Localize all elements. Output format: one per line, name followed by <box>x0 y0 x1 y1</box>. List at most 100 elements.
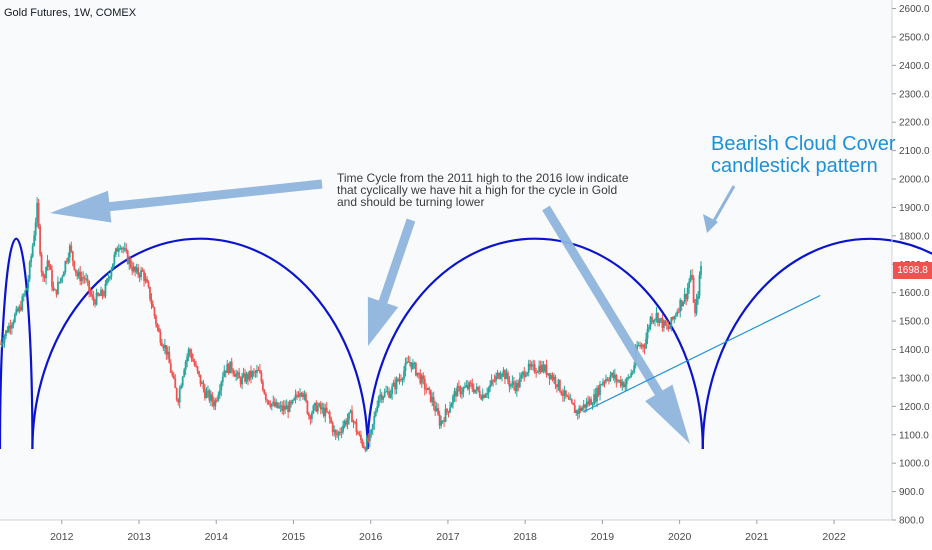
candle-body <box>336 434 339 436</box>
candle-body <box>530 364 533 367</box>
candle-body <box>48 260 50 266</box>
candle-body <box>567 396 570 400</box>
candle-body <box>612 372 615 379</box>
arrow-to-2020-cycle <box>542 205 690 444</box>
candle-body <box>235 374 238 377</box>
candle-body <box>515 382 518 392</box>
candle-body <box>125 248 128 251</box>
candle-body <box>524 374 527 377</box>
candle-body <box>308 413 310 417</box>
bearish-cloud-annotation: Bearish Cloud Cover candlestick pattern <box>711 133 896 177</box>
candle-body <box>51 269 53 288</box>
candle-body <box>10 324 13 329</box>
candle-body <box>174 378 177 389</box>
candle-body <box>187 349 190 357</box>
candle-body <box>64 261 67 273</box>
candle-body <box>490 380 493 385</box>
candle-body <box>357 432 359 435</box>
candle-body <box>80 277 83 282</box>
candle-body <box>137 267 140 275</box>
candle-body <box>324 407 327 417</box>
candle-body <box>198 371 200 375</box>
candle-body <box>501 373 503 377</box>
candle-body <box>158 327 160 332</box>
candle-body <box>606 379 609 381</box>
candle-body <box>695 299 698 314</box>
candle-body <box>380 394 383 400</box>
candle-body <box>107 278 110 280</box>
candle-body <box>62 272 65 277</box>
candle-body <box>59 278 62 282</box>
candle-body <box>16 308 19 312</box>
candle-body <box>480 396 483 400</box>
candle-body <box>400 378 402 381</box>
candle-body <box>564 390 567 396</box>
candle-body <box>428 387 431 390</box>
candle-body <box>77 271 80 277</box>
candle-body <box>368 433 371 442</box>
last-price-label: 1698.8 <box>893 262 932 279</box>
candle-body <box>662 320 665 328</box>
candle-body <box>642 344 644 347</box>
candle-body <box>456 386 459 397</box>
candle-body <box>354 421 356 423</box>
candle-body <box>342 425 344 432</box>
candle-body <box>256 370 258 373</box>
candle-body <box>615 374 618 382</box>
candle-body <box>694 302 696 314</box>
candle-body <box>391 386 393 395</box>
candle-body <box>680 299 683 307</box>
candle-body <box>545 365 548 375</box>
candle-body <box>116 248 119 252</box>
candle-body <box>359 435 362 440</box>
price-tick-label: 2000.0 <box>899 175 930 186</box>
candle-body <box>5 330 7 337</box>
price-tick-label: 1600.0 <box>899 288 930 299</box>
candle-body <box>156 324 159 328</box>
candle-body <box>40 254 43 273</box>
time-tick-label: 2022 <box>822 531 846 543</box>
candle-body <box>652 320 655 323</box>
candle-body <box>520 374 523 379</box>
candle-body <box>455 391 457 397</box>
candle-body <box>215 400 218 402</box>
candle-body <box>536 372 539 374</box>
candle-body <box>560 391 563 395</box>
candle-body <box>466 385 469 389</box>
candle-body <box>553 376 555 380</box>
candle-body <box>423 379 426 390</box>
candle-body <box>619 380 622 386</box>
time-tick-label: 2013 <box>127 531 151 543</box>
candle-body <box>608 380 610 382</box>
candle-body <box>495 375 497 381</box>
candle-body <box>129 259 132 268</box>
candle-body <box>196 366 199 372</box>
candle-body <box>278 406 281 408</box>
candle-body <box>110 269 113 277</box>
candle-body <box>379 394 382 397</box>
candle-body <box>83 278 86 280</box>
candle-body <box>21 296 24 311</box>
candle-body <box>670 317 673 327</box>
candle-body <box>658 318 661 323</box>
candle-body <box>207 390 209 392</box>
candle-body <box>282 405 285 411</box>
candle-body <box>548 373 551 379</box>
candle-body <box>665 325 668 327</box>
candle-body <box>370 429 373 434</box>
candle-body <box>471 383 474 389</box>
candle-body <box>134 266 137 272</box>
price-tick-label: 1000.0 <box>899 459 930 470</box>
candle-body <box>247 373 249 380</box>
candle-body <box>132 266 135 272</box>
candle-body <box>535 372 538 374</box>
candle-body <box>572 402 575 406</box>
candle-body <box>70 245 73 252</box>
candle-body <box>287 405 290 413</box>
candle-body <box>299 393 301 397</box>
time-tick-label: 2012 <box>50 531 74 543</box>
candle-body <box>122 247 125 250</box>
candle-body <box>661 318 664 328</box>
candle-body <box>166 351 169 355</box>
